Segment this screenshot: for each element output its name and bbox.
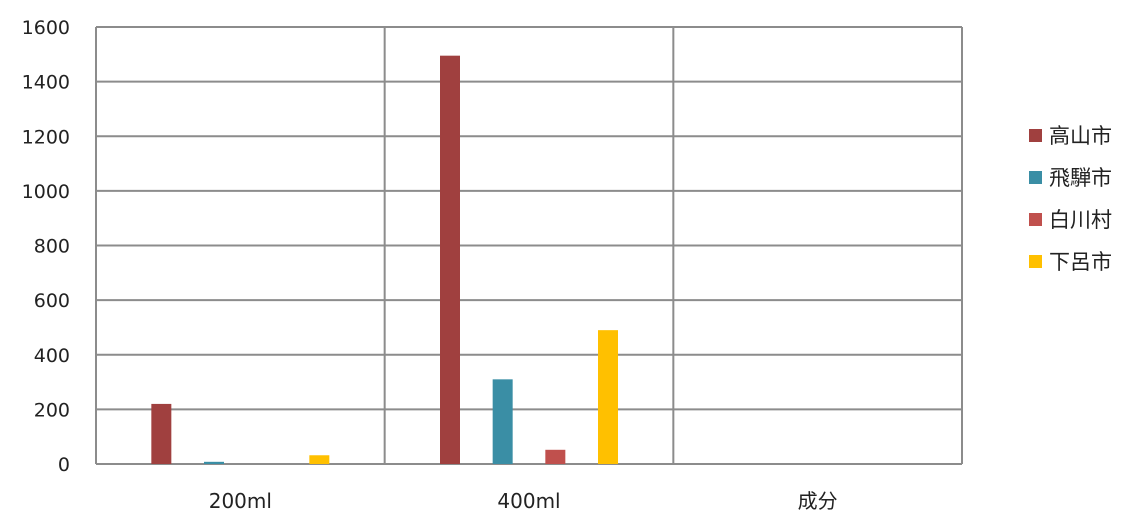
legend-label: 下呂市 [1049,250,1112,274]
bar-飛騨市-200ml [204,461,224,464]
bar-下呂市-400ml [598,330,618,464]
legend-swatch [1029,213,1042,226]
bar-高山市-200ml [151,403,172,464]
y-tick-label: 600 [34,290,70,312]
y-tick-label: 200 [34,399,70,421]
x-category-label: 成分 [798,489,838,513]
bars [151,55,618,464]
y-tick-label: 800 [34,236,70,258]
bar-飛騨市-400ml [492,379,513,464]
x-category-label: 200ml [209,489,272,513]
y-tick-label: 400 [34,345,70,367]
y-tick-label: 1600 [22,17,70,39]
gridlines [95,26,963,465]
y-axis-ticks: 0 200 400 600 800 1000 1200 1400 1600 [22,17,70,476]
x-axis-categories: 200ml 400ml 成分 [209,489,838,513]
y-tick-label: 1200 [22,126,70,148]
y-tick-label: 0 [58,454,70,476]
y-tick-label: 1400 [22,72,70,94]
legend-label: 白川村 [1049,208,1112,232]
bar-下呂市-200ml [309,455,330,464]
x-category-label: 400ml [497,489,560,513]
legend-swatch [1029,171,1042,184]
bar-白川村-400ml [545,449,566,464]
legend-swatch [1029,129,1042,142]
bar-高山市-400ml [440,55,460,464]
legend-label: 高山市 [1049,124,1112,148]
legend-label: 飛騨市 [1049,166,1112,190]
y-tick-label: 1000 [22,181,70,203]
legend-swatch [1029,255,1042,268]
